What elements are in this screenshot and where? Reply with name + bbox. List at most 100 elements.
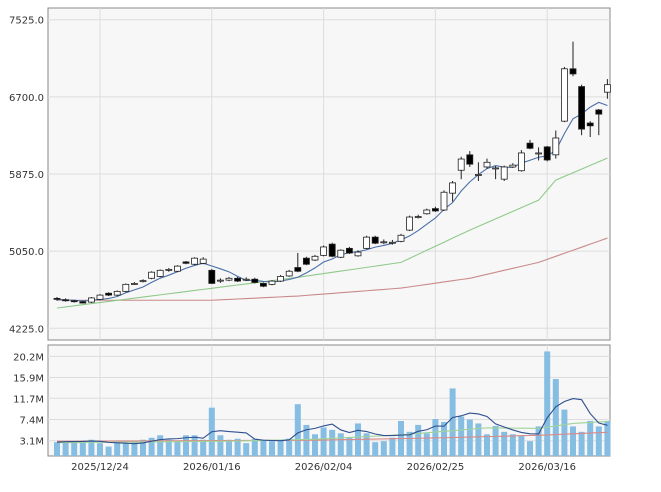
volume-bar bbox=[71, 441, 78, 456]
volume-bar bbox=[260, 440, 267, 456]
candle-up bbox=[397, 234, 405, 242]
volume-bar bbox=[148, 437, 155, 456]
candle-up bbox=[388, 241, 396, 244]
volume-bar bbox=[544, 351, 551, 456]
date-tick-label: 2025/12/24 bbox=[71, 462, 129, 473]
volume-bar bbox=[122, 443, 129, 456]
volume-bar bbox=[329, 429, 336, 456]
candle-down bbox=[431, 208, 439, 212]
volume-bar bbox=[492, 425, 499, 456]
candle-up bbox=[483, 161, 491, 168]
axis-labels: 4225.0 5050.0 5875.0 6700.0 7525.0 3.1M 7.4M 11… bbox=[9, 16, 576, 473]
volume-bar bbox=[484, 434, 490, 456]
volume-bar bbox=[604, 420, 611, 456]
volume-bar bbox=[165, 439, 172, 456]
volume-tick-label: 20.2M bbox=[13, 352, 44, 363]
candle-up bbox=[191, 257, 199, 265]
volume-bar bbox=[595, 426, 602, 456]
volume-bar bbox=[157, 435, 164, 456]
candle-up bbox=[173, 265, 181, 272]
volume-bar bbox=[501, 431, 508, 456]
candle-up bbox=[354, 251, 362, 257]
volume-bar bbox=[535, 426, 542, 456]
volume-tick-label: 11.7M bbox=[13, 394, 44, 405]
volume-bar bbox=[62, 441, 69, 456]
volume-bar bbox=[449, 388, 456, 456]
candle-down bbox=[105, 292, 112, 296]
volume-bar bbox=[372, 442, 379, 456]
candle-up bbox=[122, 283, 130, 292]
candle-down bbox=[569, 68, 577, 75]
volume-bar bbox=[312, 434, 318, 456]
candle-down bbox=[302, 257, 310, 265]
volume-bar bbox=[423, 433, 430, 456]
volume-bar bbox=[570, 426, 576, 456]
candle-down bbox=[53, 297, 61, 300]
price-tick-label: 7525.0 bbox=[9, 16, 44, 27]
candle-up bbox=[363, 236, 371, 249]
candle-up bbox=[414, 216, 422, 218]
candle-up bbox=[509, 164, 517, 168]
candles bbox=[53, 41, 611, 304]
candle-up bbox=[88, 297, 95, 303]
volume-tick-label: 3.1M bbox=[19, 437, 44, 448]
volume-bar bbox=[97, 443, 103, 456]
volume-bar bbox=[286, 438, 293, 456]
candle-up bbox=[474, 174, 482, 176]
volume-bar bbox=[234, 438, 241, 456]
date-tick-label: 2026/01/16 bbox=[183, 462, 241, 473]
candle-up bbox=[492, 167, 500, 170]
candle-up bbox=[561, 68, 568, 122]
volume-bar bbox=[131, 442, 138, 456]
price-tick-label: 5875.0 bbox=[9, 170, 44, 181]
candle-down bbox=[595, 109, 603, 115]
candle-up bbox=[423, 209, 431, 215]
volume-bar bbox=[140, 439, 146, 456]
volume-bar bbox=[88, 439, 95, 456]
candle-up bbox=[225, 277, 233, 281]
volume-bar bbox=[561, 409, 568, 456]
volume-bar bbox=[251, 438, 258, 456]
date-tick-label: 2026/02/25 bbox=[407, 462, 465, 473]
volume-panel bbox=[47, 344, 611, 457]
volume-bar bbox=[200, 439, 207, 456]
price-tick-label: 5050.0 bbox=[9, 247, 44, 258]
volume-bar bbox=[587, 420, 594, 456]
volume-ma-long-line bbox=[56, 431, 608, 442]
candle-down bbox=[371, 236, 379, 244]
grid bbox=[48, 8, 610, 456]
candle-up bbox=[518, 152, 525, 172]
volume-bar bbox=[217, 435, 224, 456]
date-tick-label: 2026/02/04 bbox=[295, 462, 353, 473]
volume-bar bbox=[527, 441, 533, 456]
volume-tick-label: 15.9M bbox=[13, 374, 44, 385]
candle-up bbox=[268, 280, 276, 285]
candle-down bbox=[543, 146, 551, 161]
price-ma-long-line bbox=[57, 237, 608, 301]
volume-bar bbox=[226, 439, 232, 456]
date-tick-label: 2026/03/16 bbox=[518, 462, 576, 473]
candle-down bbox=[70, 300, 78, 303]
candle-up bbox=[535, 152, 542, 155]
candle-up bbox=[216, 279, 224, 282]
candle-down bbox=[578, 86, 585, 130]
moving-averages bbox=[56, 101, 608, 445]
volume-bar bbox=[389, 437, 396, 456]
candle-up bbox=[604, 84, 611, 93]
volume-bar bbox=[105, 446, 112, 456]
volume-bar bbox=[415, 424, 422, 456]
candle-up bbox=[130, 283, 138, 285]
volume-bar bbox=[114, 443, 121, 456]
volume-tick-label: 7.4M bbox=[19, 415, 44, 426]
candle-up bbox=[285, 270, 293, 277]
candle-up bbox=[156, 269, 164, 277]
volume-bar bbox=[346, 437, 353, 456]
volume-bar bbox=[406, 431, 413, 456]
candle-up bbox=[96, 294, 104, 300]
candle-up bbox=[449, 182, 457, 194]
candle-up bbox=[500, 166, 508, 180]
volume-bar bbox=[294, 404, 301, 456]
candle-up bbox=[380, 241, 388, 244]
volume-bar bbox=[458, 416, 465, 456]
